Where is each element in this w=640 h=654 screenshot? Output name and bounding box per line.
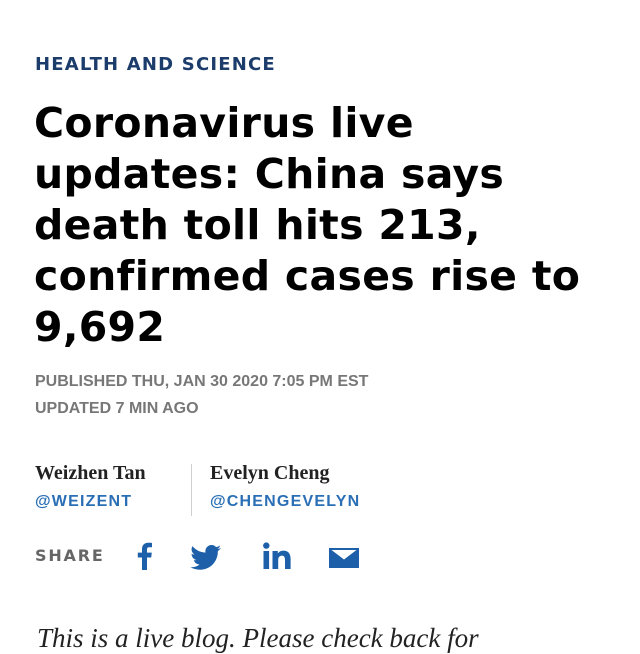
author-byline-1: Weizhen Tan @WEIZENT xyxy=(35,462,146,511)
email-icon[interactable] xyxy=(329,548,359,568)
author-byline-2: Evelyn Cheng @CHENGEVELYN xyxy=(210,462,360,511)
published-timestamp: PUBLISHED THU, JAN 30 2020 7:05 PM EST xyxy=(35,373,369,390)
article-headline: Coronavirus live updates: China says dea… xyxy=(34,99,581,351)
author-name[interactable]: Evelyn Cheng xyxy=(210,462,330,484)
facebook-icon[interactable] xyxy=(135,542,153,570)
share-label: SHARE xyxy=(35,546,105,565)
author-twitter-handle[interactable]: @CHENGEVELYN xyxy=(210,493,361,510)
twitter-icon[interactable] xyxy=(190,545,222,571)
author-divider xyxy=(191,464,192,516)
section-kicker[interactable]: HEALTH AND SCIENCE xyxy=(35,54,276,75)
linkedin-icon[interactable] xyxy=(262,541,292,571)
updated-timestamp: UPDATED 7 MIN AGO xyxy=(35,400,199,417)
article-body-lead: This is a live blog. Please check back f… xyxy=(37,623,479,653)
author-twitter-handle[interactable]: @WEIZENT xyxy=(35,493,133,510)
author-name[interactable]: Weizhen Tan xyxy=(35,462,146,484)
